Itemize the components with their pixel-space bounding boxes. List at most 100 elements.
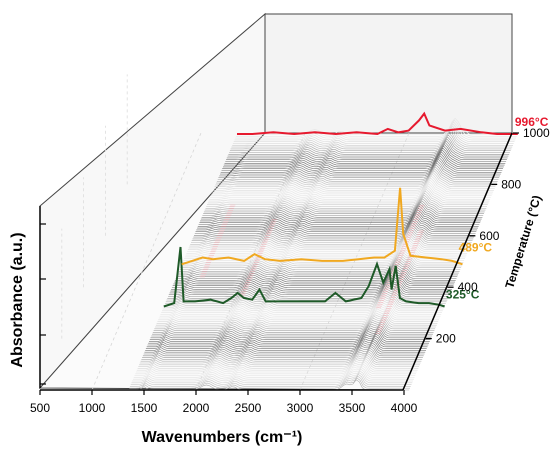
background-spectrum-line	[231, 130, 513, 148]
background-spectrum-line	[142, 346, 424, 357]
background-spectrum-line	[175, 267, 457, 279]
background-spectrum-line	[190, 232, 471, 245]
background-spectrum-line	[153, 321, 435, 331]
background-spectrum-line	[223, 151, 504, 168]
series-line	[237, 111, 518, 136]
background-spectrum-line	[140, 351, 422, 362]
background-spectrum-line	[187, 237, 469, 250]
background-spectrum-line	[226, 144, 507, 160]
background-spectrum-line	[192, 226, 474, 240]
background-spectrum-line	[194, 222, 475, 236]
background-spectrum-line	[171, 276, 453, 288]
background-spectrum-line	[150, 328, 432, 339]
background-spectrum-line	[213, 173, 495, 189]
z-tick-label: 400	[458, 280, 478, 294]
background-spectrum-line	[191, 228, 473, 241]
background-spectrum-line	[229, 134, 511, 151]
background-spectrum-line	[132, 370, 413, 382]
background-spectrum-line	[130, 374, 412, 385]
background-spectrum-line	[218, 162, 500, 178]
background-spectrum-line	[152, 325, 433, 335]
background-spectrum-line	[162, 301, 443, 312]
background-spectrum-line	[227, 140, 509, 157]
background-spectrum-line	[191, 230, 472, 243]
background-spectrum-line	[168, 286, 449, 297]
background-spectrum-line	[178, 260, 460, 272]
series-label: 996°C	[515, 115, 549, 129]
background-spectrum-line	[151, 326, 433, 337]
background-spectrum-line	[167, 288, 449, 299]
x-tick-label: 1000	[79, 401, 106, 415]
z-axis-title: Temperature (°C)	[502, 194, 544, 290]
background-spectrum-line	[216, 168, 497, 184]
background-spectrum-line	[136, 361, 417, 373]
background-spectrum-line	[129, 377, 410, 389]
background-spectrum-line	[209, 185, 491, 200]
background-spectrum-line	[206, 192, 487, 207]
x-axis-ticks: 500 1000 1500 2000 2500 3000 3500 4000	[30, 390, 418, 415]
background-spectrum-line	[138, 356, 420, 367]
background-spectrum-line	[219, 160, 500, 177]
background-spectrum-line	[233, 125, 515, 142]
background-spectrum-line	[216, 166, 498, 182]
background-spectrum-line	[194, 220, 476, 234]
background-spectrum-line	[168, 284, 450, 295]
background-spectrum-line	[215, 170, 497, 186]
background-spectrum-line	[221, 155, 503, 171]
background-spectrum-line	[186, 241, 468, 254]
background-spectrum-line	[220, 157, 502, 173]
background-spectrum-line	[172, 275, 454, 286]
background-spectrum-line	[136, 360, 418, 371]
background-spectrum-line	[142, 347, 423, 358]
x-axis-title: Wavenumbers (cm⁻¹)	[142, 429, 303, 446]
background-spectrum-line	[182, 250, 464, 263]
background-spectrum-line	[196, 217, 478, 231]
background-spectrum-line	[230, 132, 512, 150]
background-spectrum-line	[133, 368, 414, 380]
background-spectrum-line	[210, 181, 492, 196]
background-spectra	[128, 117, 518, 391]
background-spectrum-line	[203, 200, 484, 214]
background-spectrum-line	[185, 243, 467, 256]
background-spectrum-line	[149, 330, 431, 340]
background-spectrum-line	[217, 164, 499, 180]
background-spectrum-line	[229, 136, 510, 153]
background-spectrum-line	[163, 297, 445, 308]
background-spectrum-line	[134, 365, 416, 376]
background-spectrum-line	[197, 213, 479, 227]
background-spectrum-line	[137, 358, 419, 369]
background-spectrum-line	[159, 306, 441, 317]
background-spectrum-line	[139, 353, 421, 364]
background-spectrum-line	[148, 333, 429, 344]
background-spectrum-line	[234, 123, 516, 141]
background-spectrum-line	[179, 258, 461, 270]
background-spectrum-line	[154, 319, 436, 330]
background-spectrum-line	[189, 233, 471, 247]
highlighted-spectra: 325°C 489°C 996°C	[163, 111, 549, 308]
background-spectrum-line	[223, 149, 505, 166]
x-tick-label: 1500	[131, 401, 158, 415]
background-spectrum-line	[210, 183, 491, 198]
background-spectrum-line	[214, 172, 496, 187]
background-spectrum-line	[157, 312, 439, 322]
background-spectrum-line	[152, 323, 434, 333]
x-tick-label: 3000	[287, 401, 314, 415]
back-wall	[264, 13, 513, 134]
background-spectrum-line	[204, 196, 486, 211]
z-axis-ticks: 200 400 600 800 1000	[425, 126, 550, 346]
background-spectrum-line	[145, 339, 427, 349]
background-spectrum-line	[181, 254, 462, 267]
background-spectrum-line	[144, 342, 426, 353]
background-spectrum-line	[173, 273, 455, 285]
background-spectrum-line	[202, 201, 484, 216]
background-spectrum-line	[187, 239, 468, 252]
background-spectrum-line	[203, 198, 485, 213]
background-spectrum-line	[131, 372, 413, 384]
background-spectrum-line	[235, 121, 516, 139]
series-label: 325°C	[446, 287, 480, 301]
background-spectrum-line	[180, 256, 462, 268]
background-spectrum-line	[143, 344, 425, 355]
background-spectrum-line	[200, 207, 481, 222]
background-spectrum-line	[224, 147, 506, 164]
